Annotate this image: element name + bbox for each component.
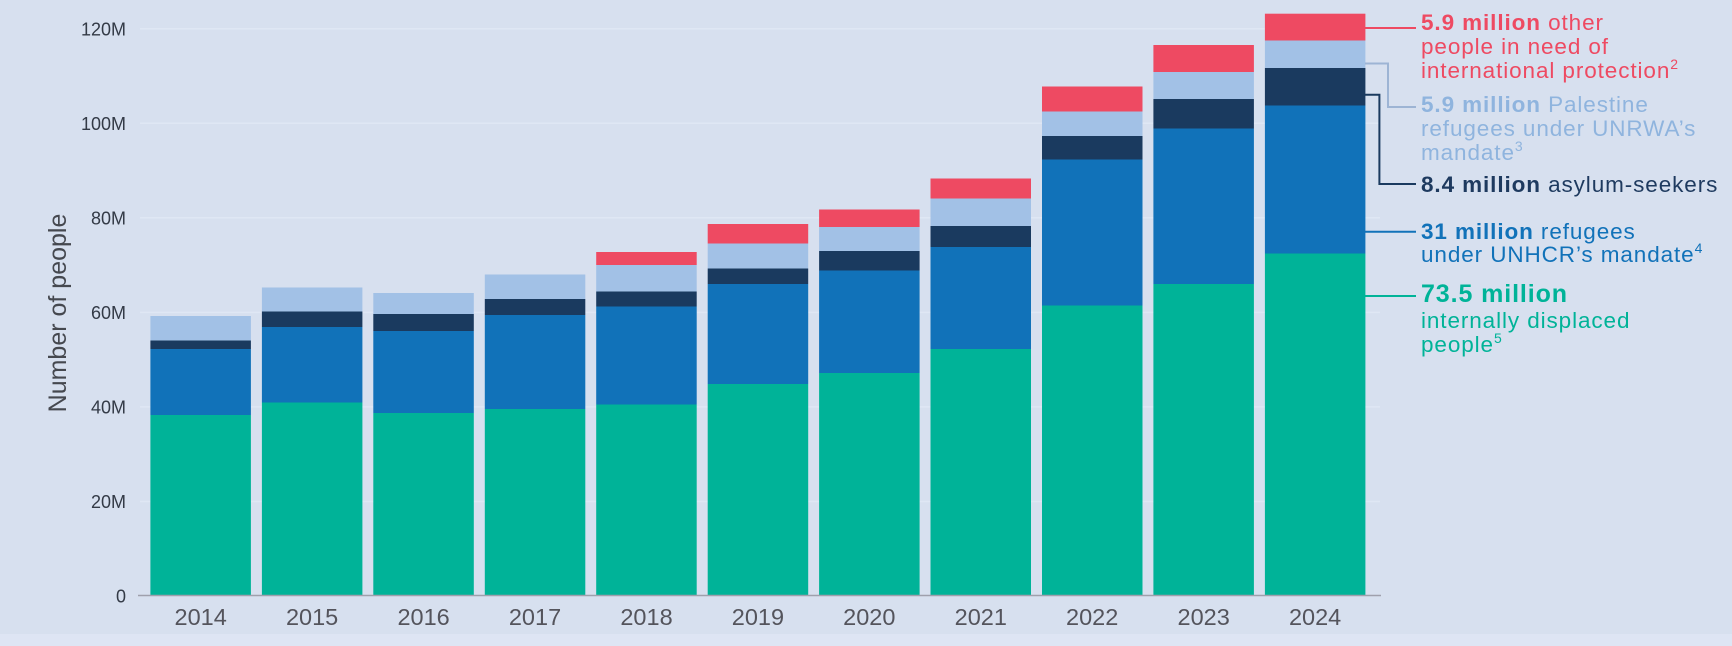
svg-text:2019: 2019 bbox=[732, 604, 784, 630]
svg-text:international protection2: international protection2 bbox=[1421, 56, 1679, 83]
svg-text:internally displaced: internally displaced bbox=[1421, 308, 1630, 333]
svg-text:people in need of: people in need of bbox=[1421, 34, 1609, 59]
svg-text:20M: 20M bbox=[91, 492, 126, 512]
svg-text:refugees under UNRWA’s: refugees under UNRWA’s bbox=[1421, 116, 1696, 141]
svg-text:2014: 2014 bbox=[175, 604, 227, 630]
svg-text:5.9 million Palestine: 5.9 million Palestine bbox=[1421, 92, 1649, 117]
svg-text:people5: people5 bbox=[1421, 330, 1503, 357]
svg-text:60M: 60M bbox=[91, 303, 126, 323]
svg-text:120M: 120M bbox=[81, 19, 126, 39]
svg-text:under UNHCR’s mandate4: under UNHCR’s mandate4 bbox=[1421, 240, 1703, 267]
svg-text:2022: 2022 bbox=[1066, 604, 1118, 630]
svg-text:2018: 2018 bbox=[620, 604, 672, 630]
svg-text:100M: 100M bbox=[81, 114, 126, 134]
svg-text:2015: 2015 bbox=[286, 604, 338, 630]
svg-text:73.5 million: 73.5 million bbox=[1421, 280, 1568, 308]
svg-text:80M: 80M bbox=[91, 208, 126, 228]
svg-text:5.9 million other: 5.9 million other bbox=[1421, 10, 1604, 35]
svg-text:Number of people: Number of people bbox=[44, 214, 72, 413]
svg-text:2021: 2021 bbox=[955, 604, 1007, 630]
svg-text:2020: 2020 bbox=[843, 604, 895, 630]
svg-text:mandate3: mandate3 bbox=[1421, 138, 1524, 165]
svg-text:2017: 2017 bbox=[509, 604, 561, 630]
svg-text:31 million refugees: 31 million refugees bbox=[1421, 219, 1636, 244]
svg-text:2023: 2023 bbox=[1178, 604, 1230, 630]
svg-text:8.4 million asylum-seekers: 8.4 million asylum-seekers bbox=[1421, 172, 1718, 197]
svg-text:0: 0 bbox=[116, 587, 126, 607]
svg-text:40M: 40M bbox=[91, 397, 126, 417]
svg-text:2016: 2016 bbox=[397, 604, 449, 630]
svg-text:2024: 2024 bbox=[1289, 604, 1341, 630]
